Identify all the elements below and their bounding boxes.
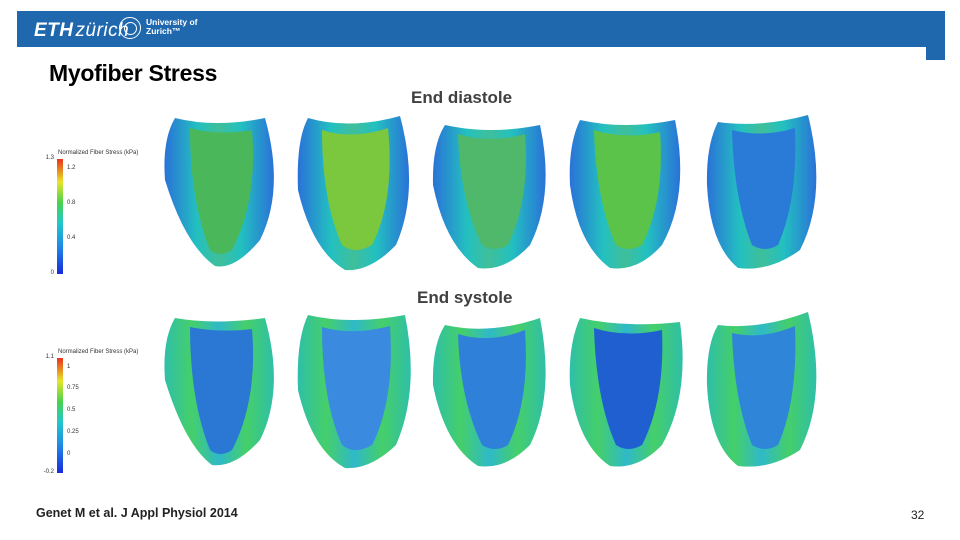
heart-diastole-2	[297, 116, 410, 271]
eth-logo-bold: ETH	[34, 20, 74, 41]
end-systole-label: End systole	[417, 288, 513, 307]
page-number: 32	[911, 508, 925, 522]
systole-tick: 0.25	[67, 429, 79, 435]
systole-tick: 0.5	[67, 407, 76, 413]
systole-colorbar-min: -0.2	[43, 469, 54, 475]
systole-colorbar	[57, 358, 63, 473]
diastole-tick: 1.2	[67, 165, 76, 171]
systole-tick: 0	[67, 451, 71, 457]
uzh-logo-text: University of Zurich™	[146, 18, 198, 36]
systole-colorbar-title: Normalized Fiber Stress (kPa)	[58, 349, 139, 355]
heart-diastole-5	[706, 115, 817, 269]
header-banner	[17, 11, 945, 47]
heart-diastole-4	[569, 120, 681, 269]
heart-systole-2	[297, 315, 411, 469]
systole-tick: 0.75	[67, 385, 79, 391]
header-banner-tail	[926, 47, 945, 60]
systole-colorbar-max: 1.1	[45, 354, 54, 360]
diastole-colorbar-max: 1.3	[45, 155, 54, 161]
slide-title: Myofiber Stress	[49, 60, 218, 86]
systole-tick: 1	[67, 364, 71, 370]
diastole-tick: 0.8	[67, 200, 76, 206]
eth-zurich-logo: ETH zürich	[34, 20, 129, 42]
heart-systole-3	[432, 318, 546, 467]
heart-systole-5	[706, 312, 817, 467]
heart-diastole-3	[432, 125, 546, 269]
diastole-colorbar	[57, 159, 63, 274]
diastole-tick: 0.4	[67, 235, 76, 241]
heart-diastole-1	[164, 118, 274, 267]
diastole-colorbar-min: 0	[50, 270, 54, 276]
diastole-colorbar-title: Normalized Fiber Stress (kPa)	[58, 150, 139, 156]
uzh-seal-icon	[119, 17, 141, 39]
heart-systole-4	[569, 318, 683, 467]
end-diastole-label: End diastole	[411, 88, 513, 107]
uzh-line1: University of	[146, 17, 198, 27]
citation: Genet M et al. J Appl Physiol 2014	[36, 506, 238, 520]
eth-logo-light: zürich	[75, 20, 130, 41]
uzh-line2: Zurich™	[146, 26, 181, 36]
heart-systole-1	[164, 318, 274, 466]
